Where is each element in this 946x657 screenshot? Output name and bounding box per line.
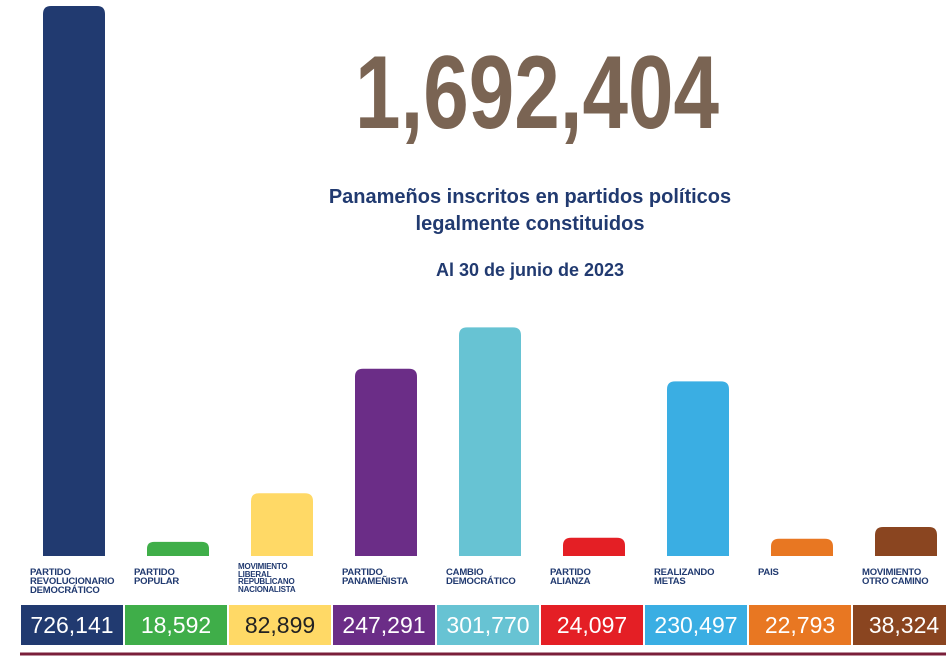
category-label: CAMBIO DEMOCRÁTICO — [446, 567, 516, 588]
value-label: 18,592 — [141, 612, 211, 638]
bar — [43, 6, 105, 556]
value-label: 301,770 — [446, 612, 529, 638]
bar — [667, 381, 729, 556]
bar — [563, 537, 625, 556]
bar — [459, 327, 521, 556]
value-label: 247,291 — [342, 612, 425, 638]
bar — [875, 526, 937, 556]
value-box — [333, 605, 435, 645]
value-box — [749, 605, 851, 645]
category-label: PARTIDO PANAMEÑISTA — [342, 567, 409, 588]
value-box — [437, 605, 539, 645]
value-box — [125, 605, 227, 645]
value-box — [645, 605, 747, 645]
bar — [251, 493, 313, 556]
value-label: 22,793 — [765, 612, 835, 638]
value-label: 38,324 — [869, 612, 940, 638]
value-box — [853, 605, 946, 645]
bar — [147, 541, 209, 556]
subtitle: Panameños inscritos en partidos político… — [328, 186, 732, 235]
value-box — [21, 605, 123, 645]
category-label: MOVIMIENTO LIBERAL REPUBLICANO NACIONALI… — [238, 562, 296, 594]
headline-total: 1,692,404 — [355, 35, 719, 151]
bar — [771, 538, 833, 556]
category-label: MOVIMIENTO OTRO CAMINO — [862, 567, 929, 588]
category-label: PARTIDO ALIANZA — [550, 567, 591, 588]
category-label: REALIZANDO METAS — [654, 567, 715, 588]
value-label: 82,899 — [245, 612, 315, 638]
value-box — [541, 605, 643, 645]
category-label: PAIS — [758, 567, 779, 578]
value-label: 24,097 — [557, 612, 627, 638]
value-label: 230,497 — [654, 612, 737, 638]
category-label: PARTIDO POPULAR — [134, 567, 180, 588]
date-note: Al 30 de junio de 2023 — [435, 260, 625, 280]
category-label: PARTIDO REVOLUCIONARIO DEMOCRÁTICO — [30, 567, 115, 597]
value-label: 726,141 — [30, 612, 113, 638]
value-box — [229, 605, 331, 645]
bar — [355, 368, 417, 556]
